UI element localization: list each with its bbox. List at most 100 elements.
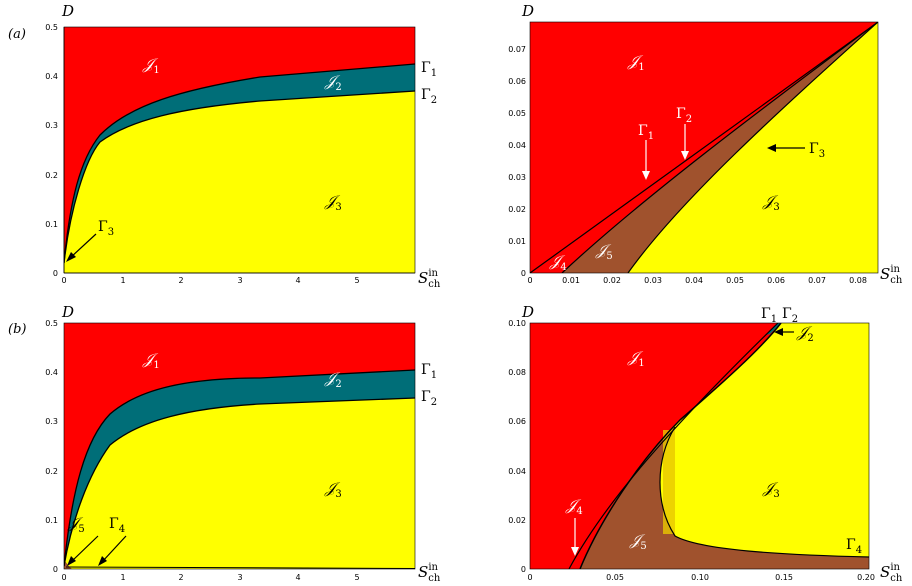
arrowhead — [571, 547, 579, 556]
x-tick: 4 — [295, 276, 300, 285]
x-tick: 5 — [354, 276, 359, 285]
arrowhead — [98, 556, 107, 566]
curve-gamma1 — [64, 63, 415, 264]
x-tick: 3 — [237, 276, 242, 285]
svg-text:Schin: Schin — [880, 264, 903, 286]
curve-label-gamma2: Γ2 — [421, 87, 437, 106]
y-tick: 0 — [521, 269, 526, 278]
panel-b-right: D Schin 0 0.02 0.04 0.06 0.08 0.10 0 0.0… — [508, 303, 903, 584]
y-tick: 0.4 — [45, 368, 58, 377]
y-tick-labels: 0 0.02 0.04 0.06 0.08 0.10 — [508, 319, 526, 574]
y-tick-labels: 0 0.1 0.2 0.3 0.4 0.5 — [45, 23, 58, 278]
curve-label-gamma3: Γ3 — [809, 141, 825, 160]
x-axis-name: Schin — [880, 562, 903, 584]
x-tick-labels: 0 0.05 0.10 0.15 0.20 — [527, 573, 874, 582]
arrow-gamma4 — [101, 535, 127, 563]
y-tick: 0.04 — [508, 467, 526, 476]
y-tick-labels: 0 0.01 0.02 0.03 0.04 0.05 0.06 0.07 — [508, 45, 526, 278]
curve-gamma2 — [64, 90, 415, 264]
transition-strip — [663, 430, 675, 534]
y-tick: 0 — [53, 565, 58, 574]
x-tick: 0.03 — [644, 276, 662, 285]
x-tick: 0 — [61, 573, 66, 582]
curve-gamma1 — [64, 369, 415, 567]
y-tick: 0.4 — [45, 72, 58, 81]
x-tick: 1 — [120, 573, 125, 582]
y-tick: 0.08 — [508, 368, 526, 377]
svg-text:Schin: Schin — [880, 562, 903, 584]
region-j2-fill — [64, 370, 415, 566]
y-tick: 0.1 — [45, 516, 58, 525]
arrowhead — [66, 252, 76, 262]
panel-b-left: (b) D Schin 0 0.1 0.2 0.3 0.4 0.5 0 1 2 … — [8, 303, 441, 584]
curve-gamma1 — [568, 323, 779, 569]
y-tick: 0.2 — [45, 467, 58, 476]
plot-frame — [63, 322, 416, 570]
y-tick: 0.04 — [508, 141, 526, 150]
x-tick: 2 — [178, 276, 183, 285]
curve-gamma1 — [530, 22, 878, 273]
region-j5-fill — [64, 560, 72, 569]
panel-a-right: D Schin 0 0.01 0.02 0.03 0.04 0.05 0.06 … — [508, 2, 903, 286]
y-axis-name: D — [61, 303, 74, 321]
y-tick: 0.3 — [45, 121, 58, 130]
x-axis-name: Schin — [880, 264, 903, 286]
y-tick: 0 — [521, 565, 526, 574]
curve-label-gamma2: Γ2 — [421, 389, 437, 408]
x-tick: 0.05 — [726, 276, 744, 285]
x-tick: 5 — [354, 573, 359, 582]
y-tick: 0.5 — [45, 319, 58, 328]
curve-label-gamma1: Γ1 — [421, 362, 437, 381]
curve-label-gamma1: Γ1 — [761, 306, 777, 325]
y-tick: 0.02 — [508, 205, 526, 214]
x-tick: 0.07 — [808, 276, 826, 285]
curve-gamma2 — [561, 22, 878, 273]
y-tick: 0.1 — [45, 220, 58, 229]
region-j2-fill — [64, 64, 415, 263]
arrowhead — [774, 328, 783, 336]
y-tick-labels: 0 0.1 0.2 0.3 0.4 0.5 — [45, 319, 58, 574]
curve-label-gamma2: Γ2 — [782, 306, 798, 325]
curve-label-gamma1: Γ1 — [421, 60, 437, 79]
y-tick: 0.10 — [508, 319, 526, 328]
curve-gamma2 — [579, 323, 782, 569]
y-tick: 0.05 — [508, 109, 526, 118]
plot-frame — [529, 322, 870, 570]
arrow-j5 — [70, 535, 99, 563]
curve-label-gamma4: Γ4 — [109, 516, 125, 535]
region-j3-fill — [628, 22, 878, 273]
x-tick: 4 — [295, 573, 300, 582]
svg-text:Schin: Schin — [418, 268, 441, 290]
x-tick: 0.06 — [767, 276, 785, 285]
x-tick: 2 — [178, 573, 183, 582]
y-axis-name: D — [521, 2, 534, 20]
x-tick-labels: 0 0.01 0.02 0.03 0.04 0.05 0.06 0.07 0.0… — [527, 276, 866, 285]
y-tick: 0.07 — [508, 45, 526, 54]
arrow-gamma3 — [69, 233, 97, 259]
svg-text:Schin: Schin — [418, 562, 441, 584]
x-tick: 0.20 — [857, 573, 875, 582]
curve-label-gamma2: Γ2 — [676, 106, 692, 125]
plot-frame — [529, 21, 879, 274]
y-tick: 0.3 — [45, 417, 58, 426]
panel-label-a: (a) — [8, 27, 26, 42]
x-axis-name: Schin — [418, 268, 441, 290]
y-tick: 0.03 — [508, 173, 526, 182]
curve-gamma4 — [659, 426, 869, 558]
y-axis-name: D — [61, 2, 74, 20]
arrowhead — [642, 171, 650, 180]
curve-label-gamma1: Γ1 — [638, 123, 654, 142]
x-tick-labels: 0 1 2 3 4 5 — [61, 573, 359, 582]
x-tick: 3 — [237, 573, 242, 582]
region-j3-fill — [64, 398, 415, 569]
x-tick: 0.15 — [775, 573, 793, 582]
x-tick: 0.08 — [849, 276, 867, 285]
x-tick: 0 — [527, 276, 532, 285]
y-tick: 0.2 — [45, 171, 58, 180]
x-tick: 0.10 — [691, 573, 709, 582]
x-axis-name: Schin — [418, 562, 441, 584]
region-j3-fill — [64, 91, 415, 273]
x-tick: 0 — [61, 276, 66, 285]
x-tick: 0.01 — [562, 276, 580, 285]
y-tick: 0.06 — [508, 417, 526, 426]
